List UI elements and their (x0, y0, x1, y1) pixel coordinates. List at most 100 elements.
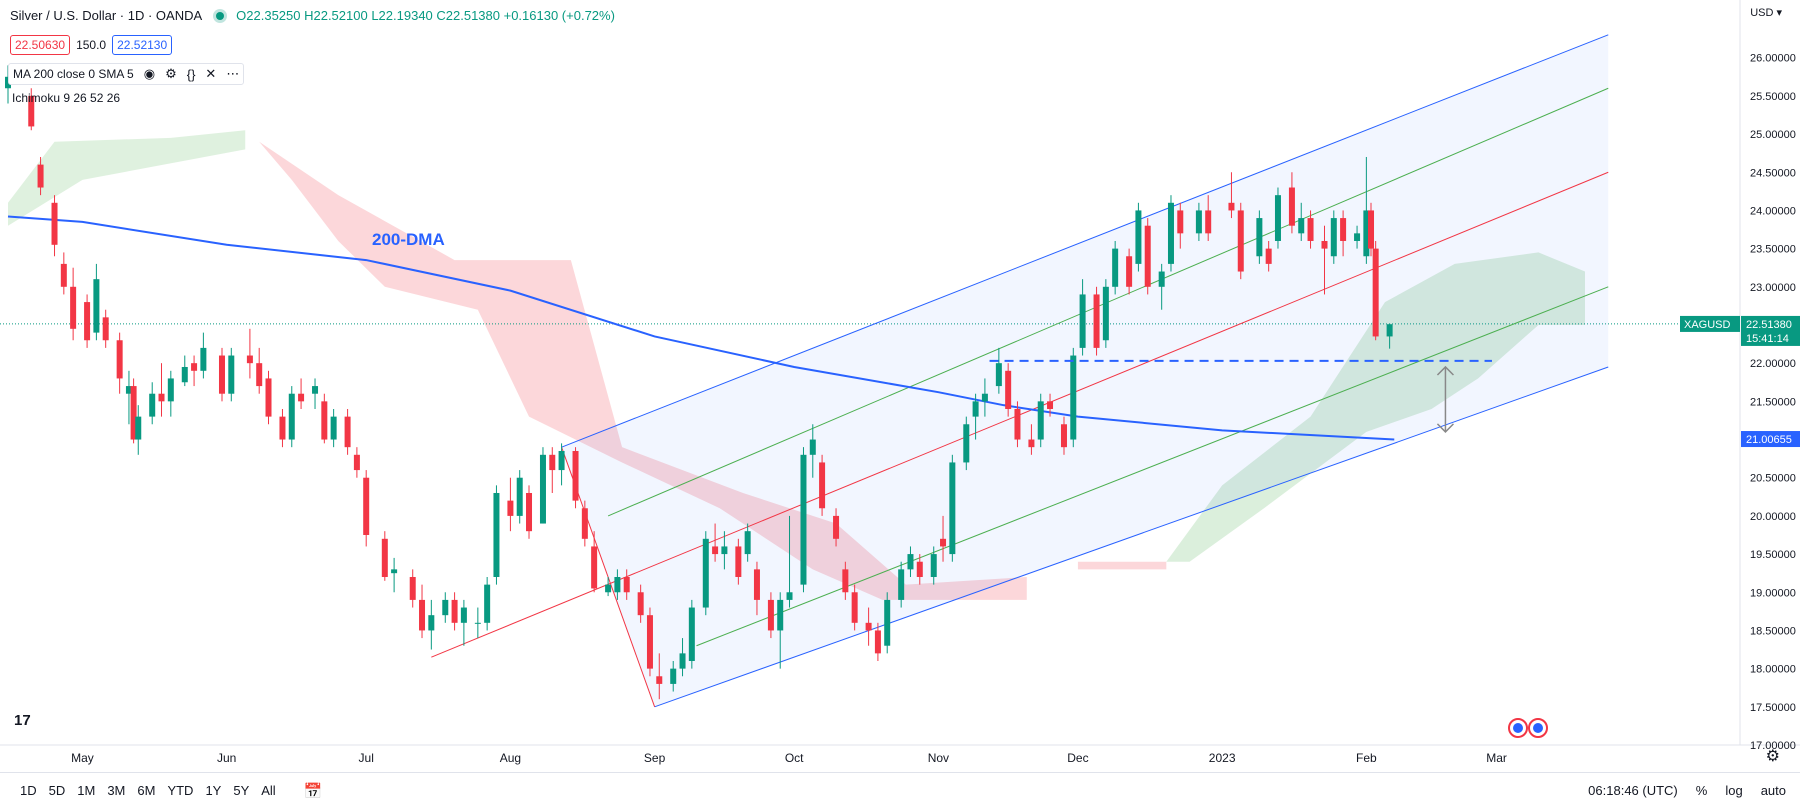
more-icon[interactable]: ⋯ (226, 66, 240, 81)
price-tick-label: 17.50000 (1750, 702, 1796, 714)
candle-body (102, 317, 109, 341)
candle-body (786, 592, 793, 600)
price-tick-label: 18.50000 (1750, 625, 1796, 637)
ma-price-tag-label: 21.00655 (1746, 434, 1792, 446)
candle-body (949, 462, 956, 555)
candle-body (1330, 218, 1337, 257)
candle-body (1167, 202, 1174, 264)
candle-body (842, 569, 849, 593)
candle-body (265, 378, 272, 417)
eye-icon[interactable]: ◉ (143, 66, 156, 81)
candle-body (167, 378, 174, 402)
timeframe-5d[interactable]: 5D (48, 783, 66, 798)
candle-body (1298, 218, 1305, 234)
candle-body (1265, 248, 1272, 264)
price-tick-label: 23.00000 (1750, 282, 1796, 294)
candle-body (507, 500, 514, 516)
cloud-green-2 (1166, 252, 1585, 562)
candle-body (777, 599, 784, 631)
candle-body (1028, 439, 1035, 448)
timeframe-5y[interactable]: 5Y (233, 783, 250, 798)
candle-body (381, 538, 388, 577)
candle-body (558, 450, 565, 471)
candle-body (712, 546, 719, 555)
candle-body (1307, 218, 1314, 241)
time-tick-label: Nov (928, 751, 949, 765)
candle-body (330, 416, 337, 440)
candle-body (753, 569, 760, 600)
candle-body (484, 584, 491, 623)
price-tick-label: 25.50000 (1750, 91, 1796, 103)
indicator-ichimoku-label[interactable]: Ichimoku 9 26 52 26 (12, 91, 121, 105)
symbol-title[interactable]: Silver / U.S. Dollar · 1D · OANDA (10, 8, 203, 23)
candle-body (1177, 210, 1184, 234)
candle-body (391, 569, 398, 574)
candle-body (981, 393, 988, 402)
price-chart[interactable]: 200-DMA 26.00000 25.50000 25.00000 24.50000… (0, 0, 1800, 772)
ma-200-line (7, 215, 1395, 441)
candle-body (1340, 218, 1347, 241)
candle-body (972, 401, 979, 417)
timeframe-6m[interactable]: 6M (137, 783, 156, 798)
timeframe-ytd[interactable]: YTD (167, 783, 194, 798)
calendar-range-icon[interactable]: 📅 (303, 782, 323, 800)
spread-value: 150.0 (76, 38, 107, 52)
close-icon[interactable]: ✕ (205, 66, 217, 81)
candle-body (298, 393, 305, 402)
sell-button[interactable]: 22.50630 (10, 35, 71, 55)
buy-button[interactable]: 22.52130 (112, 35, 173, 55)
candle-body (1354, 233, 1361, 241)
timeframe-1y[interactable]: 1Y (205, 783, 222, 798)
range-arrow-up-head (1436, 365, 1454, 376)
candle-body (60, 263, 67, 287)
current-price-tag-bg (1741, 315, 1800, 346)
clock-utc[interactable]: 06:18:46 (UTC) (1588, 783, 1678, 798)
indicator-ma-legend[interactable]: MA 200 close 0 SMA 5 ◉ ⚙ {} ✕ ⋯ (8, 63, 245, 85)
candle-body (646, 615, 653, 669)
candle-body (1256, 218, 1263, 257)
candle-body (84, 302, 91, 341)
candle-body (539, 454, 546, 524)
candle-body (1195, 210, 1202, 234)
candle-body (1158, 271, 1165, 287)
source-code-icon[interactable]: {} (186, 66, 196, 82)
candle-body (181, 366, 188, 383)
percent-scale-button[interactable]: % (1695, 783, 1708, 798)
candle-body (460, 607, 467, 623)
log-scale-button[interactable]: log (1725, 783, 1743, 798)
ma-annotation-label: 200-DMA (372, 230, 445, 249)
current-price-label: 22.51380 (1746, 319, 1792, 331)
cloud-green-1 (8, 130, 246, 226)
candle-body (572, 450, 579, 501)
candle-body (605, 584, 612, 593)
candle-body (279, 416, 286, 440)
time-tick-label: Feb (1356, 751, 1377, 765)
timeframe-1m[interactable]: 1M (77, 783, 96, 798)
candle-body (191, 363, 198, 371)
timeframe-3m[interactable]: 3M (107, 783, 126, 798)
candle-body (363, 477, 370, 535)
price-tick-label: 24.50000 (1750, 167, 1796, 179)
settings-gear-icon[interactable]: ⚙ (165, 66, 177, 81)
time-tick-label: Jul (359, 751, 374, 765)
candle-body (637, 592, 644, 616)
price-axis-bg[interactable] (1740, 0, 1800, 772)
price-tick-label: 23.50000 (1750, 244, 1796, 256)
candle-body (37, 164, 44, 188)
candle-body (1005, 370, 1012, 409)
candle-body (149, 393, 156, 417)
candle-body (1321, 240, 1328, 249)
candle-body (516, 477, 523, 516)
candle-body (702, 538, 709, 608)
timeframe-1d[interactable]: 1D (20, 783, 37, 798)
candle-body (321, 401, 328, 440)
candle-body (721, 546, 728, 555)
us-flag-center-icon (1533, 723, 1543, 733)
candle-body (1237, 210, 1244, 272)
timeframe-all[interactable]: All (261, 783, 276, 798)
chart-settings-gear-icon[interactable]: ⚙ (1765, 748, 1780, 765)
range-arrow-down-head (1436, 423, 1454, 433)
currency-selector[interactable]: USD ▾ (1750, 7, 1782, 19)
auto-scale-button[interactable]: auto (1760, 783, 1786, 798)
candle-body (833, 515, 840, 539)
